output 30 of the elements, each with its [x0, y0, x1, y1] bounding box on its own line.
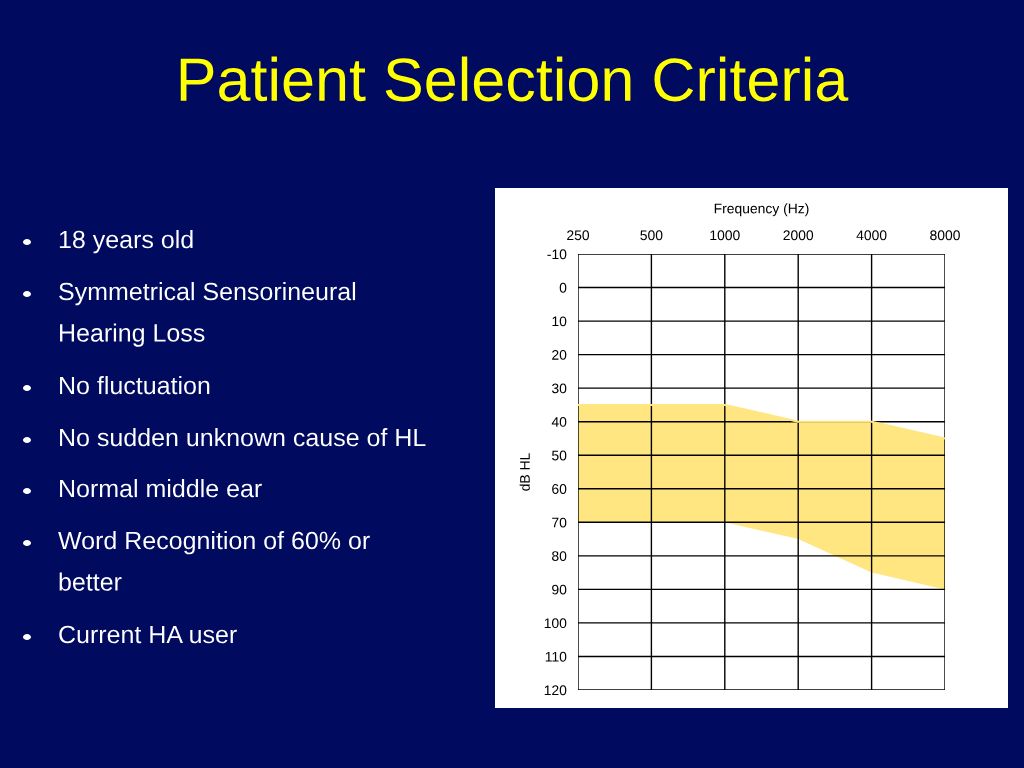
- y-tick-label: 70: [552, 517, 567, 528]
- y-tick-label: 30: [551, 383, 567, 394]
- y-axis-title: dB HL: [519, 453, 530, 491]
- text: Symmetrical Sensorineural Hearing Loss: [59, 282, 356, 347]
- text: No fluctuation: [60, 376, 210, 395]
- chart-title: Patient Selection Criteria: [180, 56, 849, 102]
- x-tick-label: 8000: [930, 230, 960, 241]
- y-tick-label: 50: [552, 450, 567, 461]
- text: Current HA user: [59, 625, 237, 644]
- text: 18 years old: [59, 230, 193, 254]
- x-tick-label: 2000: [783, 230, 814, 241]
- y-tick-label: 40: [551, 417, 567, 427]
- text: Word Recognition of 60% or better: [58, 531, 370, 591]
- y-tick-label: 110: [545, 651, 567, 662]
- y-tick-label: 120: [544, 685, 567, 696]
- text: No sudden unknown cause of HL: [60, 428, 426, 447]
- y-tick-label: 0: [559, 282, 567, 293]
- y-tick-label: 80: [552, 551, 567, 562]
- y-tick-label: -10: [547, 249, 567, 260]
- y-tick-label: 60: [552, 484, 567, 494]
- x-tick-label: 500: [640, 230, 663, 241]
- x-tick-label: 1000: [710, 230, 740, 241]
- y-tick-label: 10: [552, 316, 567, 327]
- text: Normal middle ear: [60, 479, 262, 498]
- x-tick-label: 4000: [856, 230, 887, 241]
- x-tick-label: 250: [567, 230, 590, 241]
- x-axis-title: Frequency (Hz): [714, 203, 809, 217]
- y-tick-label: 100: [544, 618, 567, 629]
- y-tick-label: 20: [552, 349, 567, 360]
- y-tick-label: 90: [552, 584, 567, 595]
